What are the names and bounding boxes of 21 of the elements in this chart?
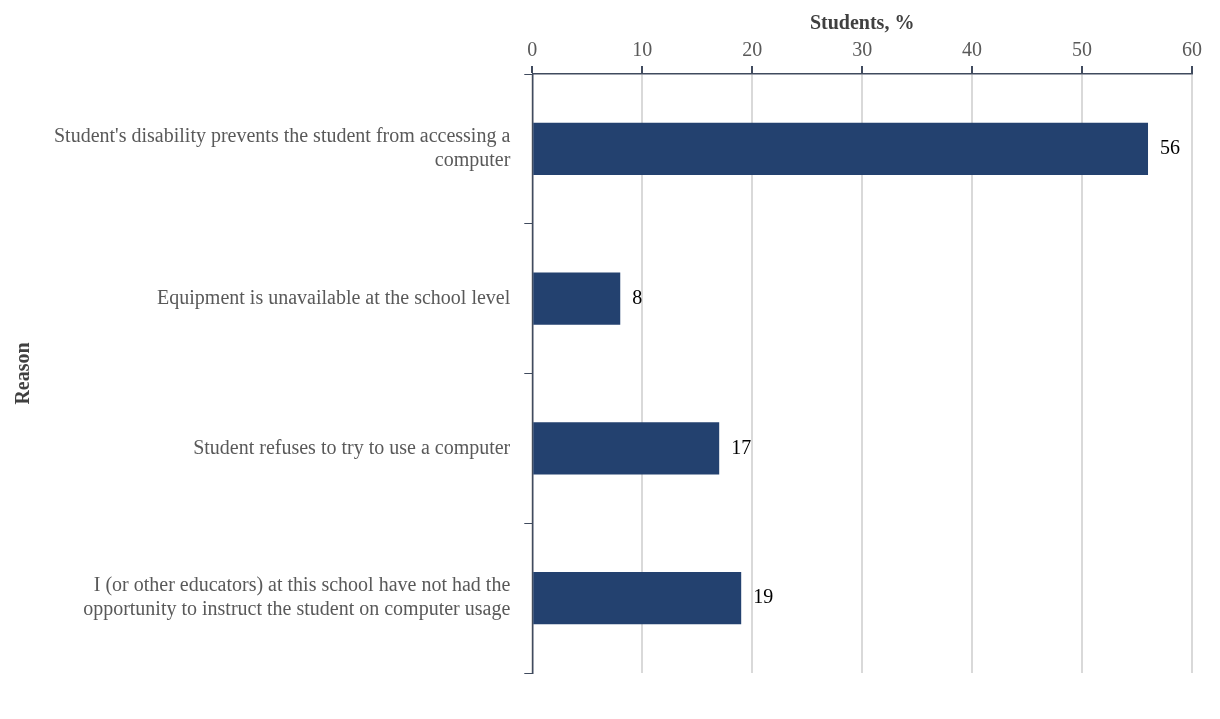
data-label: 56: [1160, 136, 1181, 159]
y-tick-label: Student's disability prevents the student from accessing a computer: [53, 124, 511, 172]
x-axis-title: Students, %: [809, 11, 915, 34]
data-label: 17: [731, 435, 752, 458]
x-tick-label: 10: [632, 38, 653, 61]
y-tick-label: Student refuses to try to use a computer: [193, 435, 511, 459]
x-tick-label: 40: [962, 38, 983, 61]
y-axis-title: Reason: [11, 342, 34, 405]
bar: [533, 272, 621, 325]
x-tick-label: 20: [742, 38, 763, 61]
bar: [533, 122, 1149, 176]
y-tick-label: Equipment is unavailable at the school level: [157, 285, 511, 309]
y-tick-label: I (or other educators) at this school have not had the opportunity to instruct the student on computer usage: [83, 573, 511, 621]
data-label: 19: [753, 585, 774, 608]
x-tick-label: 30: [852, 38, 873, 61]
x-tick-label: 50: [1072, 38, 1093, 61]
x-tick-label: 60: [1182, 38, 1202, 61]
bar: [533, 422, 720, 475]
bar: [533, 571, 742, 625]
x-tick-label: 0: [527, 38, 538, 61]
data-label: 8: [632, 285, 643, 308]
